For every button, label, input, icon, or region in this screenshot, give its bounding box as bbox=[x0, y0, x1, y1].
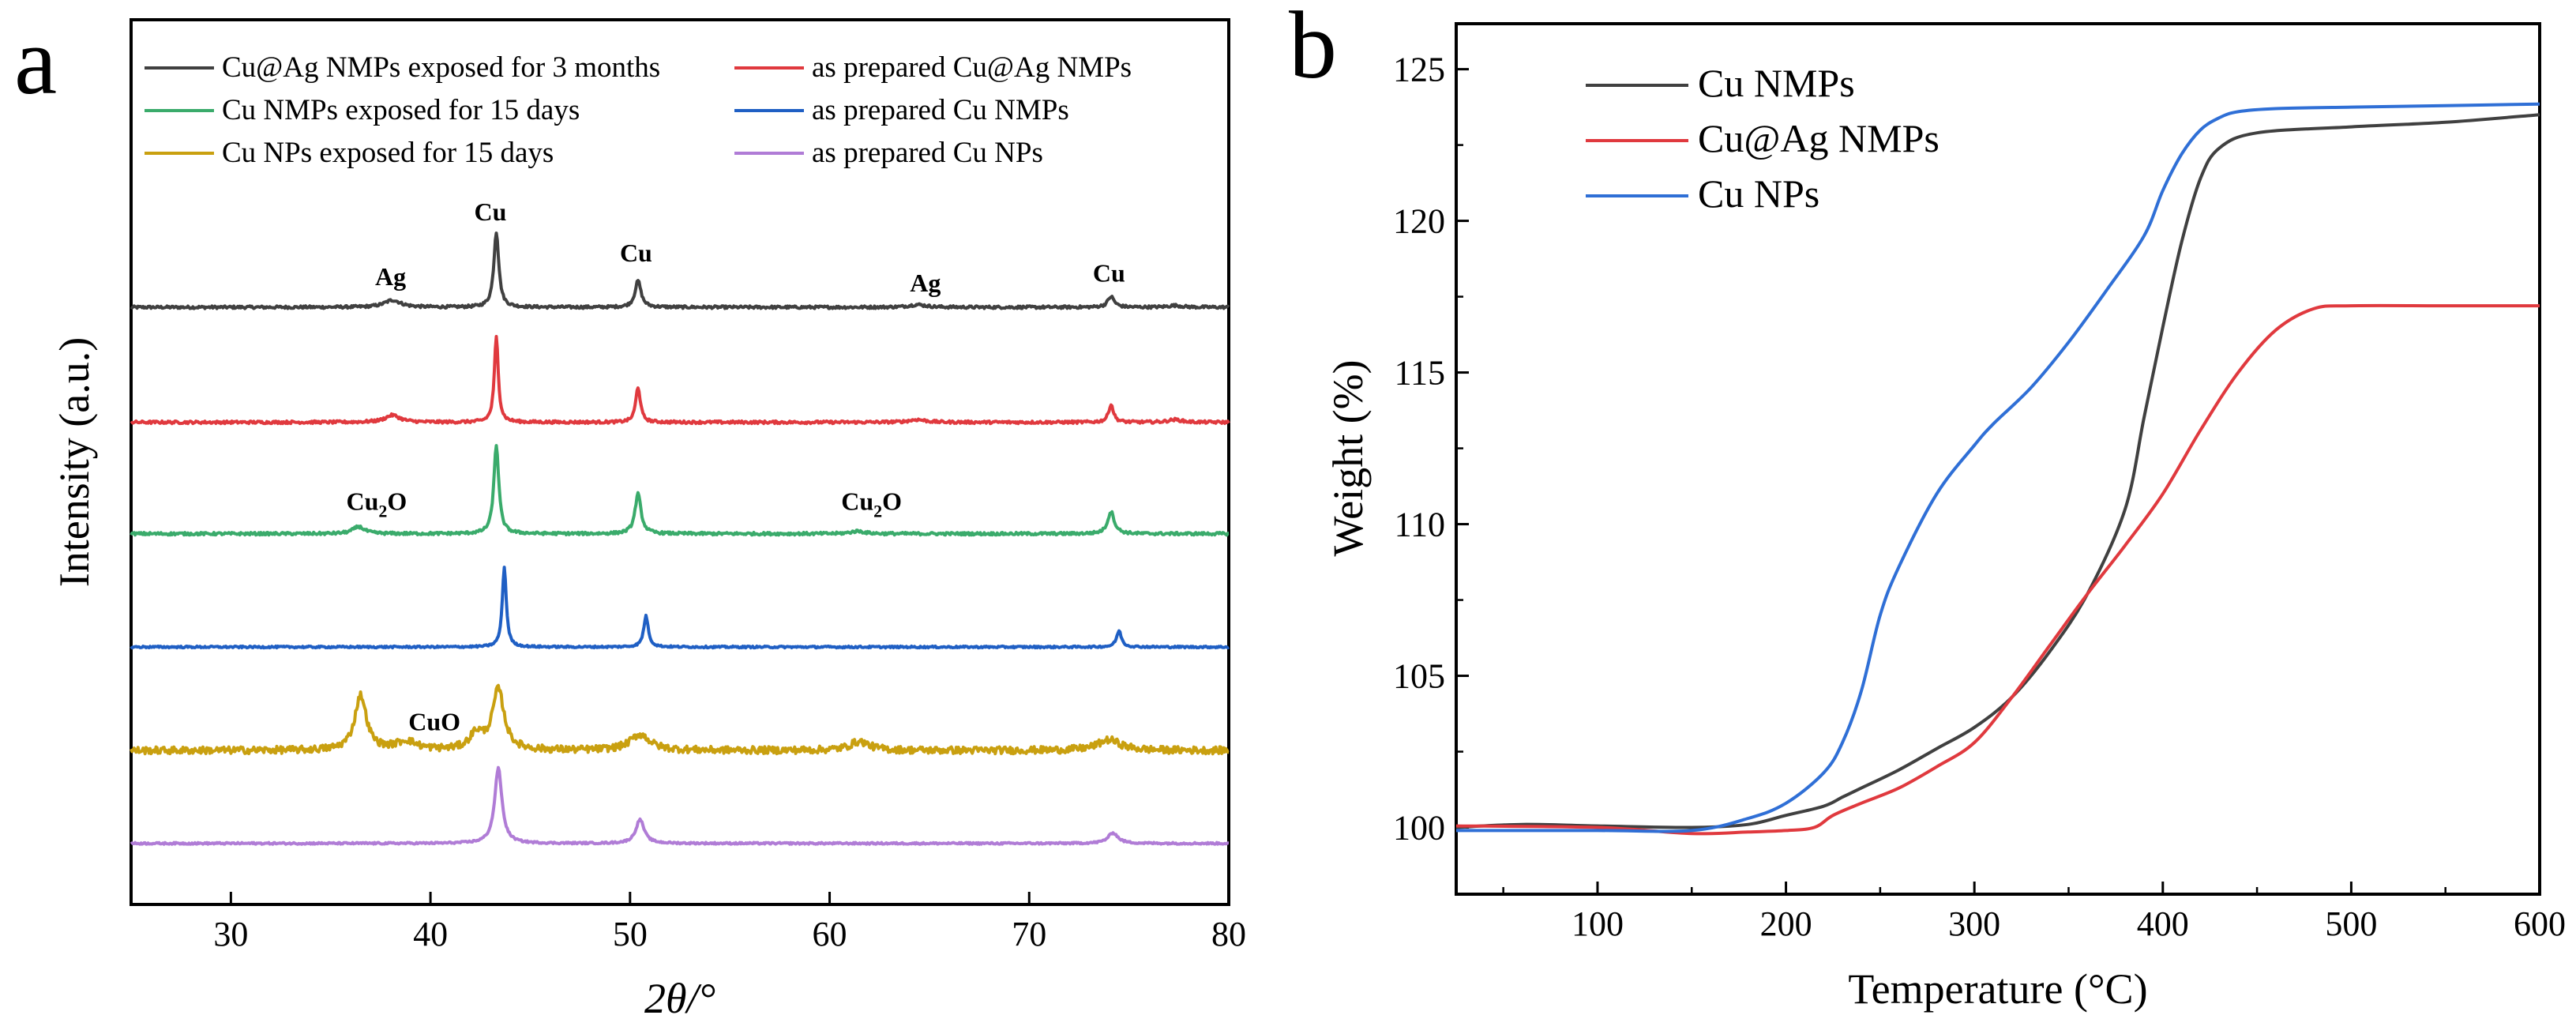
legend-label-as-prepared-cu-nps: as prepared Cu NPs bbox=[812, 137, 1043, 169]
peak-annotation: Cu bbox=[474, 197, 506, 226]
panel-b-y-tick-label: 100 bbox=[1393, 809, 1445, 848]
peak-annotation: Cu bbox=[620, 239, 652, 267]
legend-label-cu-ag-nmps: Cu@Ag NMPs bbox=[1698, 116, 1940, 160]
panel-a-x-tick-label: 60 bbox=[813, 915, 847, 953]
series-line-as-prepared-cu-ag-nmps bbox=[130, 335, 1230, 426]
legend-label-as-prepared-cu-ag-nmps: as prepared Cu@Ag NMPs bbox=[812, 51, 1132, 84]
panel-b-x-tick-label: 300 bbox=[1948, 904, 2000, 943]
panel-a-x-tick-label: 80 bbox=[1211, 915, 1246, 953]
peak-annotation: Cu2O bbox=[346, 487, 407, 521]
legend-label-cu-nmps-exposed-for-15-days: Cu NMPs exposed for 15 days bbox=[222, 94, 580, 126]
panel-a: a 30 40 50 60 70 80 Ag Cu Cu Ag Cu Cu2O Cu2O CuO Cu@… bbox=[14, 8, 1246, 1022]
peak-annotation: Ag bbox=[910, 269, 941, 297]
series-line-cu-nmps-exposed-for-15-days bbox=[130, 444, 1230, 537]
panel-b-x-tick-label: 100 bbox=[1572, 904, 1624, 943]
panel-a-x-tick-label: 70 bbox=[1012, 915, 1046, 953]
series-line-cu-ag-nmps-exposed-for-3-months bbox=[130, 231, 1230, 310]
panel-b-series-group bbox=[1455, 102, 2540, 836]
panel-a-x-axis-label: 2θ/° bbox=[644, 975, 715, 1022]
panel-b-x-tick-label: 500 bbox=[2325, 904, 2377, 943]
panel-a-x-tick-label: 30 bbox=[213, 915, 248, 953]
panel-a-plot-frame bbox=[130, 18, 1230, 906]
series-line-as-prepared-cu-nmps bbox=[130, 566, 1230, 650]
series-line-cu-nmps bbox=[1455, 113, 2540, 829]
panel-b-x-tick-label: 600 bbox=[2514, 904, 2566, 943]
legend-label-cu-nmps: Cu NMPs bbox=[1698, 61, 1855, 105]
panel-a-x-tick-label: 50 bbox=[613, 915, 648, 953]
legend-label-cu-nps: Cu NPs bbox=[1698, 171, 1819, 216]
panel-b-y-tick-label: 115 bbox=[1395, 354, 1445, 393]
panel-a-series-group bbox=[130, 231, 1230, 846]
panel-b-y-axis-label: Weight (%) bbox=[1324, 359, 1372, 556]
panel-a-label: a bbox=[14, 8, 57, 115]
series-line-as-prepared-cu-nps bbox=[130, 765, 1230, 846]
panel-a-y-axis-label: Intensity (a.u.) bbox=[51, 337, 98, 587]
legend-label-cu-ag-nmps-exposed-for-3-months: Cu@Ag NMPs exposed for 3 months bbox=[222, 51, 660, 84]
series-line-cu-nps-exposed-for-15-days bbox=[130, 683, 1230, 756]
panel-b-y-tick-label: 110 bbox=[1395, 506, 1445, 544]
panel-b-plot-frame bbox=[1455, 22, 2541, 896]
series-line-cu-nps bbox=[1456, 102, 2540, 833]
panel-b-y-axis-ticks: 100 105 110 115 120 125 bbox=[1393, 51, 1469, 848]
panel-a-x-tick-label: 40 bbox=[413, 915, 448, 953]
legend-label-as-prepared-cu-nmps: as prepared Cu NMPs bbox=[812, 94, 1069, 126]
panel-b-y-tick-label: 120 bbox=[1393, 202, 1445, 241]
peak-annotation: Cu2O bbox=[841, 487, 902, 521]
panel-b-x-axis-label: Temperature (°C) bbox=[1848, 965, 2147, 1013]
peak-annotation: CuO bbox=[408, 707, 460, 735]
panel-b-x-axis-ticks: 100 200 300 400 500 600 bbox=[1502, 882, 2566, 943]
panel-b-x-tick-label: 400 bbox=[2137, 904, 2189, 943]
panel-b-x-tick-label: 200 bbox=[1760, 904, 1812, 943]
panel-b-y-tick-label: 105 bbox=[1393, 657, 1445, 696]
legend-label-cu-nps-exposed-for-15-days: Cu NPs exposed for 15 days bbox=[222, 137, 554, 169]
panel-a-legend: Cu@Ag NMPs exposed for 3 months as prepar… bbox=[145, 51, 1132, 169]
panel-a-x-axis-ticks: 30 40 50 60 70 80 bbox=[213, 892, 1246, 953]
panel-b-y-tick-label: 125 bbox=[1393, 51, 1445, 89]
peak-annotation: Cu bbox=[1093, 259, 1125, 288]
peak-annotation: Ag bbox=[375, 262, 406, 291]
series-line-cu-ag-nmps bbox=[1455, 303, 2540, 836]
panel-b: b 100 200 300 400 500 600 100105110115120125 … bbox=[1289, 0, 2566, 1013]
panel-a-peak-annotations: Ag Cu Cu Ag Cu Cu2O Cu2O CuO bbox=[346, 197, 1125, 735]
panel-b-legend: Cu NMPs Cu@Ag NMPs Cu NPs bbox=[1586, 61, 1940, 216]
panel-b-label: b bbox=[1289, 0, 1337, 99]
